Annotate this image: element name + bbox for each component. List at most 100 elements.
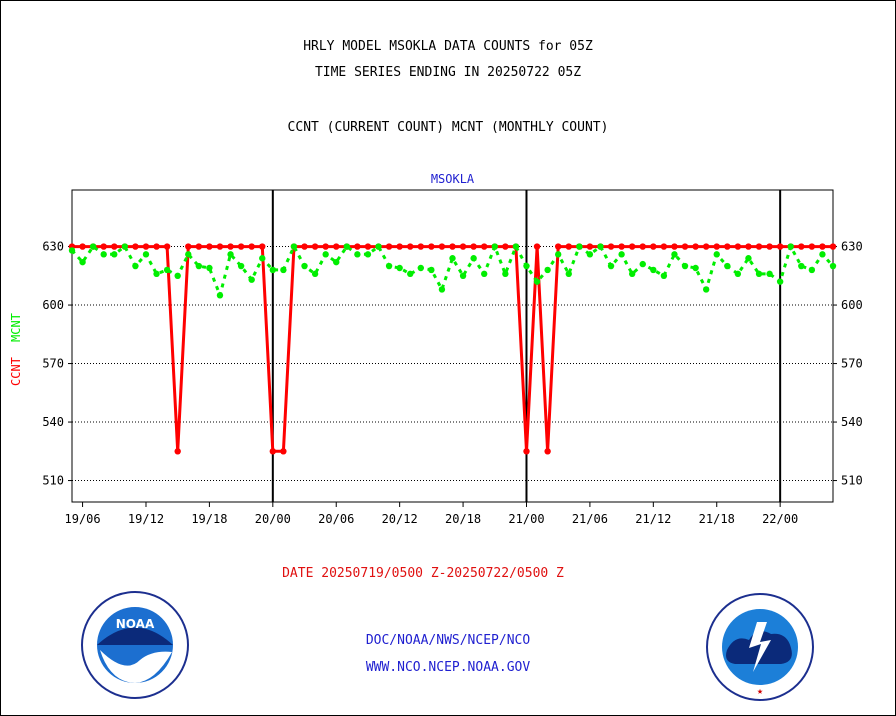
data-point-mcnt [470, 255, 477, 262]
data-point-mcnt [491, 243, 498, 250]
x-tick-label: 20/00 [255, 512, 291, 526]
data-point-ccnt [79, 243, 86, 250]
data-point-ccnt [142, 243, 150, 250]
data-point-mcnt [502, 270, 509, 278]
data-point-mcnt [766, 270, 773, 278]
data-point-ccnt [428, 243, 435, 250]
x-tick-label: 22/00 [762, 512, 798, 526]
data-point-mcnt [650, 266, 657, 274]
data-point-ccnt [470, 243, 477, 250]
data-point-ccnt [206, 243, 213, 250]
data-point-ccnt [438, 243, 446, 250]
data-point-ccnt [565, 243, 572, 250]
data-point-mcnt [523, 262, 530, 270]
data-point-mcnt [481, 270, 488, 278]
data-point-mcnt [576, 243, 583, 250]
data-point-ccnt [132, 243, 139, 250]
data-point-ccnt [819, 243, 826, 250]
y-tick-label-left: 630 [42, 240, 64, 254]
data-point-mcnt [724, 262, 731, 270]
y-tick-label-left: 540 [42, 415, 64, 429]
data-point-mcnt [375, 243, 382, 250]
data-point-mcnt [607, 262, 615, 270]
data-point-mcnt [396, 264, 403, 272]
plot-frame [71, 189, 834, 503]
data-point-mcnt [121, 243, 129, 250]
data-point-mcnt [639, 260, 646, 268]
data-point-ccnt [407, 243, 414, 250]
data-point-ccnt [724, 243, 731, 250]
data-point-mcnt [100, 251, 107, 258]
x-tick-label: 21/12 [635, 512, 671, 526]
data-point-mcnt [248, 276, 255, 283]
y-tick-label-left: 570 [42, 357, 64, 371]
data-point-mcnt [153, 270, 160, 278]
data-point-mcnt [734, 270, 742, 278]
data-point-ccnt [533, 243, 541, 250]
data-point-ccnt [449, 243, 456, 250]
data-point-mcnt [311, 270, 319, 278]
data-point-mcnt [544, 266, 551, 274]
chart-title-line2: TIME SERIES ENDING IN 20250722 05Z [314, 65, 582, 80]
data-point-ccnt [628, 243, 636, 250]
data-point-mcnt [142, 251, 150, 258]
data-point-mcnt [745, 255, 752, 262]
data-point-ccnt [396, 243, 403, 250]
data-point-mcnt [702, 286, 710, 293]
data-point-ccnt [523, 448, 530, 455]
y-tick-label-left: 600 [42, 298, 64, 312]
x-tick-label: 19/18 [191, 512, 227, 526]
data-point-ccnt [586, 243, 594, 250]
data-point-ccnt [459, 243, 467, 250]
data-point-ccnt [713, 243, 720, 250]
data-point-mcnt [597, 243, 604, 250]
data-point-ccnt [364, 243, 372, 250]
data-point-ccnt [734, 243, 742, 250]
data-point-mcnt [512, 243, 520, 250]
data-point-ccnt [755, 243, 763, 250]
data-point-ccnt [607, 243, 615, 250]
data-point-ccnt [618, 243, 625, 250]
ylabel-ccnt: CCNT [9, 357, 23, 386]
x-tick-label: 20/18 [445, 512, 481, 526]
data-point-ccnt [639, 243, 646, 250]
data-point-mcnt [628, 270, 636, 278]
data-point-ccnt [259, 243, 266, 250]
data-point-mcnt [385, 262, 393, 270]
data-point-mcnt [428, 266, 435, 274]
x-tick-label: 19/06 [65, 512, 101, 526]
date-range-label: DATE 20250719/0500 Z-20250722/0500 Z [282, 566, 564, 581]
data-point-mcnt [565, 270, 572, 278]
data-point-mcnt [660, 272, 668, 279]
noaa-logo-text: NOAA [116, 617, 155, 631]
data-point-ccnt [301, 243, 308, 250]
chart-title-line1: HRLY MODEL MSOKLA DATA COUNTS for 05Z [303, 39, 593, 54]
data-point-mcnt [776, 278, 784, 285]
data-point-ccnt [311, 243, 319, 250]
x-tick-label: 20/06 [318, 512, 354, 526]
y-tick-label-right: 600 [841, 298, 863, 312]
data-point-mcnt [459, 272, 467, 279]
data-point-ccnt [692, 243, 699, 250]
data-point-mcnt [586, 251, 594, 258]
data-point-mcnt [364, 251, 372, 258]
ylabel-mcnt: MCNT [9, 313, 23, 342]
data-point-ccnt [333, 243, 340, 250]
data-point-mcnt [290, 243, 298, 250]
x-tick-label: 19/12 [128, 512, 164, 526]
y-tick-label-left: 510 [42, 474, 64, 488]
data-point-mcnt [280, 266, 287, 274]
data-point-mcnt [808, 266, 816, 274]
data-point-mcnt [237, 262, 245, 270]
data-point-mcnt [407, 270, 414, 278]
data-point-mcnt [417, 264, 424, 272]
data-point-ccnt [322, 243, 329, 250]
data-point-mcnt [89, 243, 97, 250]
y-tick-label-right: 570 [841, 357, 863, 371]
org-label: DOC/NOAA/NWS/NCEP/NCO [365, 633, 531, 648]
data-point-mcnt [68, 247, 76, 254]
data-point-mcnt [206, 264, 213, 272]
svg-text:★: ★ [757, 686, 763, 697]
data-point-mcnt [132, 262, 139, 270]
data-point-mcnt [554, 251, 562, 258]
